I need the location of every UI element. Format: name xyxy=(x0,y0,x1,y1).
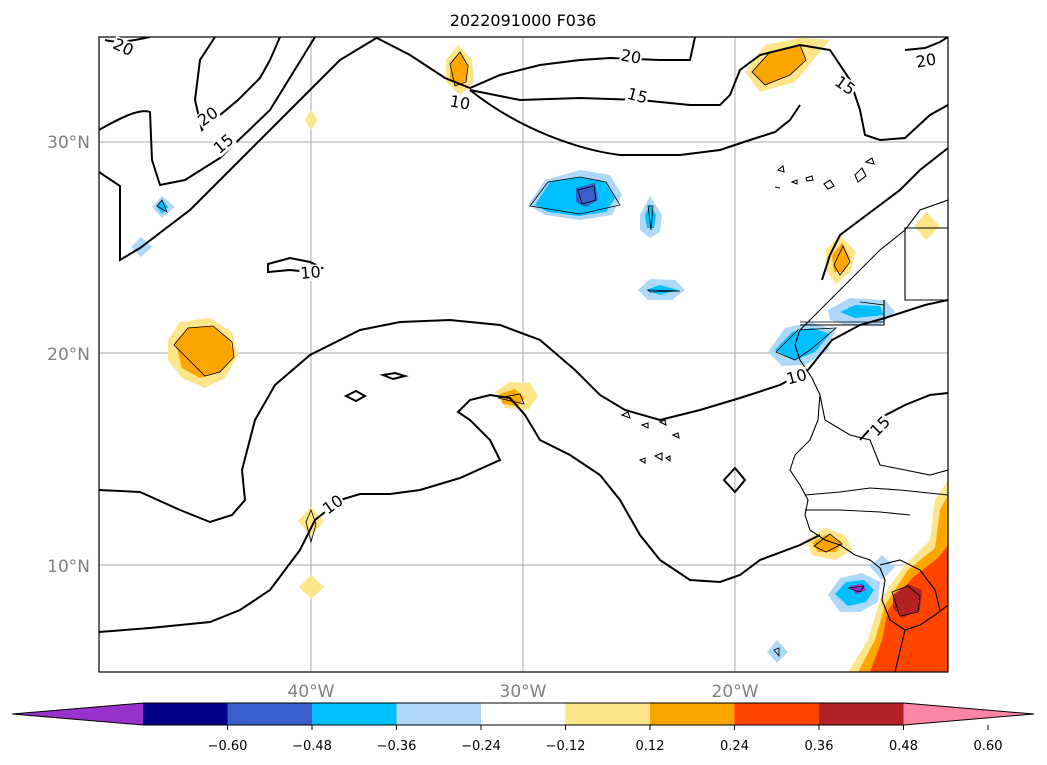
island xyxy=(854,167,867,183)
island xyxy=(864,157,875,165)
coastlines xyxy=(620,157,948,672)
negative-anomaly-patch xyxy=(835,580,874,606)
negative-anomaly-patch xyxy=(646,285,678,295)
lon-label-20w: 20°W xyxy=(712,682,759,702)
figure-title: 2022091000 F036 xyxy=(450,11,597,30)
positive-anomaly-patch xyxy=(500,389,525,406)
contour-label: 10 xyxy=(448,91,471,113)
negative-anomaly-patch xyxy=(157,200,168,214)
positive-anomaly-patch xyxy=(832,243,850,272)
positive-anomaly-patch xyxy=(299,575,324,599)
colorbar-segment xyxy=(396,703,482,725)
colorbar-outline xyxy=(11,702,1035,726)
positive-anomaly-patch xyxy=(893,584,922,618)
positive-anomaly-patch xyxy=(175,326,234,378)
positive-anomaly-patch xyxy=(752,45,805,85)
map-frame xyxy=(98,36,949,673)
contour-label: 20 xyxy=(619,45,642,67)
contour-label: 10 xyxy=(784,365,809,389)
colorbar-tick-label: −0.12 xyxy=(546,739,586,754)
africa-coastline xyxy=(789,199,948,631)
island xyxy=(640,422,649,429)
contour-label: 10 xyxy=(300,262,322,283)
negative-anomaly-patch xyxy=(775,328,830,360)
iso-contour-line xyxy=(343,389,368,403)
island xyxy=(774,186,781,189)
country-border xyxy=(805,509,911,516)
country-border xyxy=(804,487,948,496)
iso-contour-line xyxy=(99,299,948,524)
colorbar-tick-label: 0.48 xyxy=(889,739,918,754)
positive-anomaly-patch xyxy=(305,110,318,130)
positive-anomaly-patch xyxy=(298,507,324,536)
colorbar-tick-label: 0.12 xyxy=(636,739,665,754)
colorbar-segment xyxy=(143,703,228,725)
island xyxy=(776,164,785,173)
iso-contour-line xyxy=(904,37,948,51)
colorbar-extend-low xyxy=(12,703,143,725)
island xyxy=(638,457,646,464)
colorbar-segment xyxy=(650,703,735,725)
iso-contour-line xyxy=(374,37,696,90)
lon-label-30w: 30°W xyxy=(500,682,547,702)
iso-contour-line xyxy=(379,371,409,381)
island xyxy=(790,179,798,185)
lon-label-40w: 40°W xyxy=(288,682,335,702)
country-border xyxy=(819,394,948,476)
colorbar-extend-high xyxy=(903,703,1034,725)
colorbar-segment xyxy=(227,703,313,725)
country-border xyxy=(800,300,885,326)
island xyxy=(805,175,814,182)
iso-contour-line xyxy=(99,37,316,187)
colorbar-segment xyxy=(734,703,820,725)
colorbar-tick-label: 0.60 xyxy=(974,739,1003,754)
iso-contour-line xyxy=(722,466,747,494)
island xyxy=(823,179,835,190)
iso-contour-line xyxy=(99,37,379,262)
colorbar-segment xyxy=(481,703,566,725)
positive-anomaly-patch xyxy=(450,52,467,86)
island xyxy=(671,432,680,439)
colorbar-tick-label: −0.60 xyxy=(208,739,248,754)
positive-anomaly-patch xyxy=(914,212,940,240)
negative-anomaly-patch xyxy=(645,204,656,228)
lat-label-30n: 30°N xyxy=(47,133,90,153)
lat-label-10n: 10°N xyxy=(47,557,90,577)
iso-contour-line xyxy=(99,393,821,633)
colorbar-segment xyxy=(312,703,397,725)
country-border xyxy=(879,559,941,611)
country-border xyxy=(904,227,948,301)
country-border xyxy=(894,629,906,672)
island xyxy=(653,452,663,461)
colorbar-tick-label: −0.24 xyxy=(461,739,501,754)
colorbar-tick-label: −0.48 xyxy=(292,739,332,754)
colorbar: −0.60 −0.48 −0.36 −0.24 −0.12 0.12 0.24 0.36 0.4… xyxy=(11,702,1035,754)
iso-contour-line xyxy=(821,147,948,281)
map-content xyxy=(99,37,948,672)
negative-anomaly-patch xyxy=(870,555,895,580)
negative-anomaly-patch xyxy=(767,640,788,663)
island xyxy=(664,455,671,463)
colorbar-segment xyxy=(565,703,651,725)
anomaly-fills xyxy=(131,38,948,672)
negative-anomaly-patch xyxy=(840,305,884,318)
colorbar-tick-label: −0.36 xyxy=(377,739,417,754)
island xyxy=(620,411,631,419)
colorbar-tick-label: 0.24 xyxy=(720,739,749,754)
contour-label: 15 xyxy=(625,84,650,108)
colorbar-tick-label: 0.36 xyxy=(805,739,834,754)
island xyxy=(658,419,667,426)
contour-label: 20 xyxy=(914,49,937,71)
iso-contour-line xyxy=(469,89,801,156)
lat-label-20n: 20°N xyxy=(47,345,90,365)
colorbar-segment xyxy=(819,703,904,725)
